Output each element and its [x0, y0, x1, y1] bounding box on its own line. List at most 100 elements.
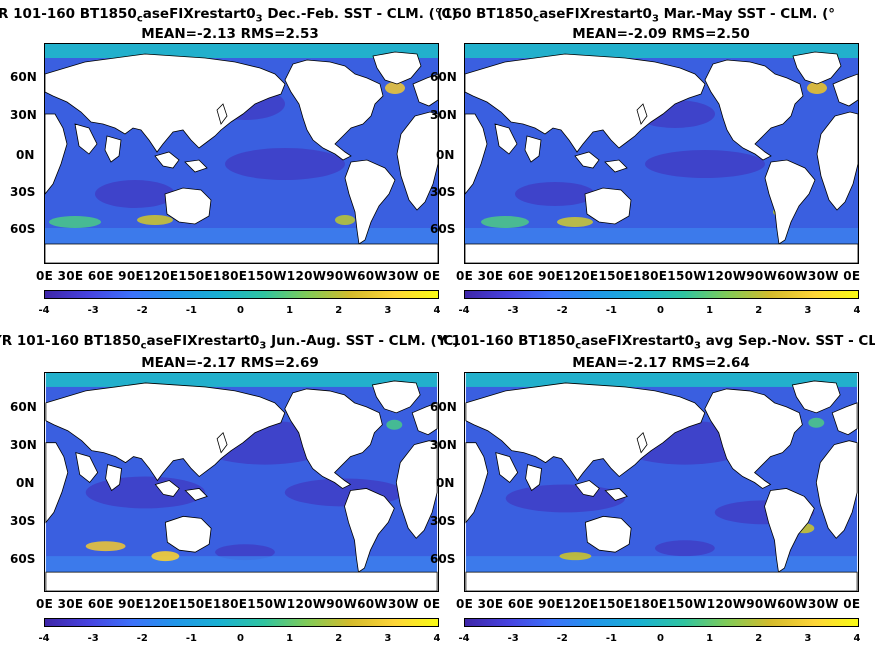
land-mass — [395, 440, 438, 539]
land-mass — [45, 571, 438, 591]
cold-anomaly — [515, 182, 595, 206]
land-mass — [412, 73, 438, 107]
colorbar-tick-label: 4 — [853, 633, 861, 644]
colorbar-tick-label: 4 — [433, 305, 441, 316]
land-mass — [791, 380, 841, 414]
colorbar-tick-label: -2 — [136, 633, 148, 644]
land-mass — [465, 382, 706, 482]
colorbar-tick-label: -2 — [556, 633, 568, 644]
land-mass — [105, 464, 122, 492]
colorbar-tick-label: 2 — [755, 633, 763, 644]
colorbar-tick-label: 0 — [657, 305, 664, 316]
southern-ocean-band — [45, 556, 438, 575]
colorbar-tick-label: 3 — [384, 305, 392, 316]
land-mass — [45, 382, 286, 482]
colorbar-tick-label: 0 — [237, 305, 244, 316]
panel-title: (160 BT1850caseFIXrestart03 Mar.-May SST… — [437, 6, 875, 28]
land-mass — [216, 103, 228, 125]
land-mass — [524, 135, 542, 163]
x-tick-row: 0E 30E 60E 90E120E150E180E150W120W90W60W… — [456, 597, 861, 611]
land-mass — [45, 442, 69, 524]
title-subscript: 3 — [255, 13, 263, 25]
land-mass — [465, 442, 489, 524]
land-mass — [574, 480, 600, 497]
colorbar-tick-label: -1 — [185, 633, 197, 644]
map-svg-2 — [45, 373, 438, 591]
y-tick-label: 60S — [10, 222, 36, 236]
land-mass — [45, 113, 68, 195]
land-mass — [465, 571, 858, 591]
y-tick-label: 30N — [430, 108, 457, 122]
panel-title: Y 101-160 BT1850caseFIXrestart03 avg Sep… — [437, 333, 875, 355]
warm-anomaly — [557, 217, 593, 227]
map-svg-1 — [465, 44, 858, 263]
title-text: Mar.-May SST - CLM. ( — [658, 6, 829, 22]
land-mass — [216, 431, 228, 454]
land-mass — [344, 488, 395, 573]
title-subscript: c — [136, 13, 143, 25]
land-mass — [184, 159, 208, 173]
land-mass — [574, 151, 600, 169]
title-text: ° — [828, 6, 835, 22]
land-mass — [284, 59, 384, 161]
colorbar-tick-label: -3 — [87, 305, 99, 316]
title-subscript: c — [533, 13, 540, 25]
y-tick-label: 30S — [10, 185, 36, 199]
colorbar-tick-label: 4 — [853, 305, 861, 316]
y-tick-label: 30S — [10, 514, 36, 528]
cold-anomaly — [95, 180, 175, 208]
title-text: aseFIXrestart0 — [142, 6, 256, 22]
colorbar-tick-label: -4 — [458, 633, 470, 644]
land-mass — [764, 488, 815, 573]
title-text: R 101-160 BT1850 — [0, 6, 137, 22]
mean-rms-label: MEAN=-2.17 RMS=2.64 — [572, 355, 750, 371]
land-mass — [792, 51, 842, 85]
southern-ocean-band — [465, 556, 858, 575]
southern-ocean-band — [465, 228, 858, 246]
x-tick-row: 0E 30E 60E 90E120E150E180E150W120W90W60W… — [36, 597, 441, 611]
y-tick-label: 0N — [436, 476, 455, 490]
y-tick-label: 30S — [430, 514, 456, 528]
title-text: Jun.-Aug. SST - CLM. ( — [266, 333, 437, 349]
sst-map — [464, 43, 859, 264]
title-text: aseFIXrestart0 — [539, 6, 652, 22]
colorbar-tick-label: -2 — [556, 305, 568, 316]
warm-anomaly — [151, 551, 180, 562]
title-text: aseFIXrestart0 — [581, 333, 695, 349]
colorbar-tick-label: -4 — [38, 633, 50, 644]
colorbar-tick-label: -2 — [136, 305, 148, 316]
colorbar-tick-label: 3 — [384, 633, 392, 644]
colorbar-tick-label: 2 — [335, 305, 343, 316]
title-text: °C) — [436, 333, 460, 349]
southern-ocean-band — [45, 228, 438, 246]
y-tick-label: 30S — [430, 185, 456, 199]
sst-map — [44, 372, 439, 592]
land-mass — [465, 113, 488, 195]
colorbar-tick-label: -4 — [458, 305, 470, 316]
warm-anomaly — [559, 552, 592, 561]
colorbar — [464, 618, 859, 627]
map-svg-0 — [45, 44, 438, 263]
cold-anomaly — [645, 150, 765, 178]
colorbar-tick-label: 3 — [804, 305, 812, 316]
title-text: Dec.-Feb. SST - CLM. ( — [262, 6, 435, 22]
land-mass — [164, 187, 212, 225]
panel-title: YR 101-160 BT1850caseFIXrestart03 Jun.-A… — [0, 333, 492, 355]
x-tick-row: 0E 30E 60E 90E120E150E180E150W120W90W60W… — [456, 269, 861, 283]
y-tick-label: 30N — [10, 438, 37, 452]
land-mass — [284, 388, 383, 489]
title-subscript: 3 — [694, 340, 701, 352]
colorbar-tick-label: -1 — [185, 305, 197, 316]
land-mass — [525, 464, 542, 492]
mean-rms-label: MEAN=-2.17 RMS=2.69 — [141, 355, 319, 371]
colorbar-tick-label: -3 — [87, 633, 99, 644]
cold-anomaly — [225, 148, 345, 180]
title-text: aseFIXrestart0 — [146, 333, 260, 349]
x-tick-row: 0E 30E 60E 90E120E150E180E150W120W90W60W… — [36, 269, 441, 283]
cold-anomaly — [505, 484, 626, 513]
land-mass — [584, 187, 632, 225]
y-tick-label: 0N — [16, 476, 35, 490]
land-mass — [45, 243, 438, 263]
land-mass — [636, 431, 648, 454]
warm-anomaly — [386, 419, 403, 430]
